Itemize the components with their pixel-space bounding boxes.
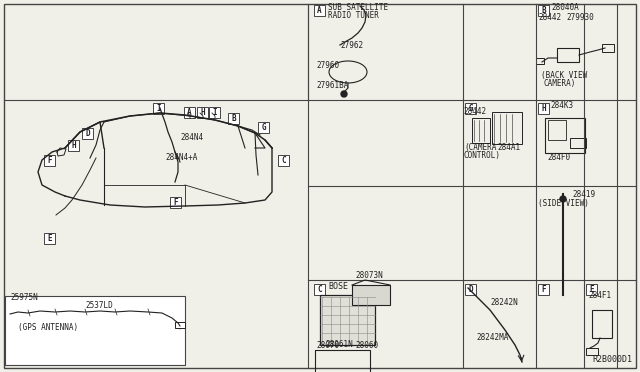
Circle shape [177, 324, 182, 328]
Text: H: H [71, 141, 76, 150]
Text: RADIO TUNER: RADIO TUNER [328, 11, 379, 20]
Bar [570, 138, 586, 148]
Text: 28442: 28442 [463, 107, 486, 116]
Bar [68, 140, 79, 151]
Text: F: F [173, 198, 178, 207]
Text: (GPS ANTENNA): (GPS ANTENNA) [18, 323, 78, 332]
Bar [175, 322, 185, 328]
Bar [314, 284, 325, 295]
Text: 284A1: 284A1 [497, 143, 520, 152]
Circle shape [341, 91, 347, 97]
Text: 284F1: 284F1 [588, 291, 611, 300]
Text: 28242MA: 28242MA [476, 333, 508, 342]
Bar [228, 113, 239, 124]
Bar [586, 284, 597, 295]
Bar [548, 120, 566, 140]
Text: G: G [468, 104, 473, 113]
Bar [538, 284, 549, 295]
Bar [197, 107, 208, 118]
Circle shape [560, 196, 566, 202]
Text: E: E [47, 234, 52, 243]
Bar [209, 107, 220, 118]
Text: B: B [541, 6, 546, 15]
Bar [538, 5, 549, 16]
Text: CONTROL): CONTROL) [464, 151, 501, 160]
Text: F: F [47, 156, 52, 165]
Bar [170, 197, 181, 208]
Bar [492, 112, 522, 144]
Text: 25975N: 25975N [10, 293, 38, 302]
Text: 28419: 28419 [572, 190, 595, 199]
Bar [536, 58, 544, 64]
Text: 28242N: 28242N [490, 298, 518, 307]
Text: 28040A: 28040A [551, 3, 579, 12]
Text: B: B [231, 114, 236, 123]
Bar [472, 118, 490, 143]
Text: (SIDE VIEW): (SIDE VIEW) [538, 199, 589, 208]
Text: A: A [187, 108, 192, 117]
Bar [5, 296, 185, 365]
Text: 28061N: 28061N [325, 340, 353, 349]
Text: CAMERA): CAMERA) [544, 79, 577, 88]
Bar [602, 44, 614, 52]
Text: 284N4+A: 284N4+A [165, 153, 197, 162]
Text: E: E [589, 285, 594, 294]
Text: 27962: 27962 [340, 41, 363, 50]
Text: 27961BA: 27961BA [316, 81, 348, 90]
Text: A: A [317, 6, 322, 15]
Text: H: H [541, 104, 546, 113]
Text: 279930: 279930 [566, 13, 594, 22]
Text: 28073N: 28073N [355, 271, 383, 280]
Text: F: F [541, 285, 546, 294]
Text: C: C [317, 285, 322, 294]
Bar [545, 118, 585, 153]
Text: SUB SATELLITE: SUB SATELLITE [328, 3, 388, 12]
Text: C: C [281, 156, 286, 165]
Text: BOSE: BOSE [328, 282, 348, 291]
Text: G: G [261, 123, 266, 132]
Bar [592, 310, 612, 338]
Text: D: D [85, 129, 90, 138]
Text: 28070: 28070 [316, 341, 339, 350]
Bar [315, 350, 370, 372]
Text: (BACK VIEW: (BACK VIEW [541, 71, 588, 80]
Bar [538, 103, 549, 114]
Bar [153, 103, 164, 114]
Text: 28442: 28442 [538, 13, 561, 22]
Bar [465, 284, 476, 295]
Text: D: D [468, 285, 473, 294]
Text: R2B000D1: R2B000D1 [592, 355, 632, 364]
Text: 27960: 27960 [316, 61, 339, 70]
Bar [586, 348, 598, 355]
Bar [82, 128, 93, 139]
Text: I: I [212, 108, 217, 117]
Bar [184, 107, 195, 118]
Text: 284N4: 284N4 [180, 133, 203, 142]
Bar [557, 48, 579, 62]
Bar [465, 103, 476, 114]
Bar [258, 122, 269, 133]
Bar [314, 5, 325, 16]
Text: H: H [200, 108, 205, 117]
Text: 2537LD: 2537LD [85, 301, 113, 310]
Text: 284K3: 284K3 [550, 101, 573, 110]
Text: 284F0: 284F0 [547, 153, 570, 162]
Bar [44, 155, 55, 166]
Text: (CAMERA: (CAMERA [464, 143, 497, 152]
Text: I: I [156, 104, 161, 113]
Bar [352, 285, 390, 305]
Bar [44, 233, 55, 244]
Bar [278, 155, 289, 166]
Bar [320, 295, 375, 345]
Text: 28060: 28060 [355, 341, 378, 350]
